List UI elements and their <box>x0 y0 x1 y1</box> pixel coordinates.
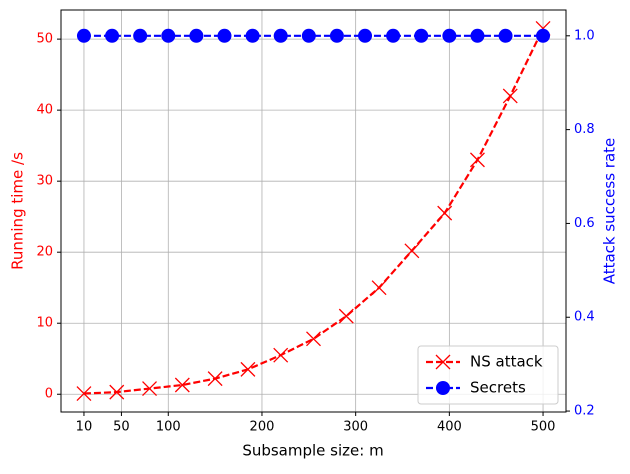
y2-tick-label: 0.8 <box>574 122 595 137</box>
x-tick-label: 10 <box>76 420 93 435</box>
marker <box>189 28 204 43</box>
marker <box>414 28 429 43</box>
y-tick-label: 50 <box>36 32 53 47</box>
marker <box>371 280 387 296</box>
marker <box>442 28 457 43</box>
y2-tick-label: 0.4 <box>574 310 595 325</box>
legend-marker <box>436 381 450 395</box>
y-axis-label: Running time /s <box>9 152 27 270</box>
y2-tick-label: 0.6 <box>574 216 595 231</box>
y-tick-label: 30 <box>36 174 53 189</box>
x-tick-label: 500 <box>531 420 556 435</box>
x-axis-label: Subsample size: m <box>242 442 383 460</box>
y2-tick-label: 0.2 <box>574 404 595 419</box>
marker <box>536 28 551 43</box>
marker <box>306 331 321 347</box>
y-tick-label: 0 <box>45 387 53 402</box>
y-tick-label: 20 <box>36 245 53 260</box>
marker <box>245 28 260 43</box>
x-tick-label: 300 <box>343 420 368 435</box>
marker <box>404 243 420 259</box>
marker <box>133 28 148 43</box>
marker <box>207 371 223 387</box>
y-tick-label: 40 <box>36 103 53 118</box>
marker <box>76 386 92 401</box>
marker <box>109 384 125 400</box>
marker <box>161 28 176 43</box>
marker <box>76 28 91 43</box>
x-tick-label: 200 <box>250 420 275 435</box>
marker <box>105 28 120 43</box>
marker <box>502 88 518 104</box>
x-tick-label: 400 <box>437 420 462 435</box>
marker <box>142 381 157 397</box>
marker <box>273 28 288 43</box>
series-line <box>83 27 545 395</box>
marker <box>273 347 289 363</box>
marker <box>240 361 256 377</box>
x-tick-label: 50 <box>113 420 130 435</box>
marker <box>498 28 513 43</box>
legend-marker <box>435 354 451 370</box>
legend-box <box>417 345 559 405</box>
marker <box>358 28 373 43</box>
y2-tick-label: 1.0 <box>574 28 595 43</box>
y-tick-label: 10 <box>36 316 53 331</box>
marker <box>386 28 401 43</box>
legend-label: NS attack <box>470 353 543 371</box>
marker <box>470 152 485 168</box>
marker <box>217 28 232 43</box>
marker <box>301 28 316 43</box>
plot-frame <box>60 9 567 413</box>
marker <box>338 308 354 324</box>
y2-axis-label: Attack success rate <box>601 138 619 285</box>
marker <box>329 28 344 43</box>
marker <box>174 377 190 393</box>
x-tick-label: 100 <box>156 420 181 435</box>
legend-label: Secrets <box>470 379 526 397</box>
marker <box>470 28 485 43</box>
marker <box>437 205 453 221</box>
